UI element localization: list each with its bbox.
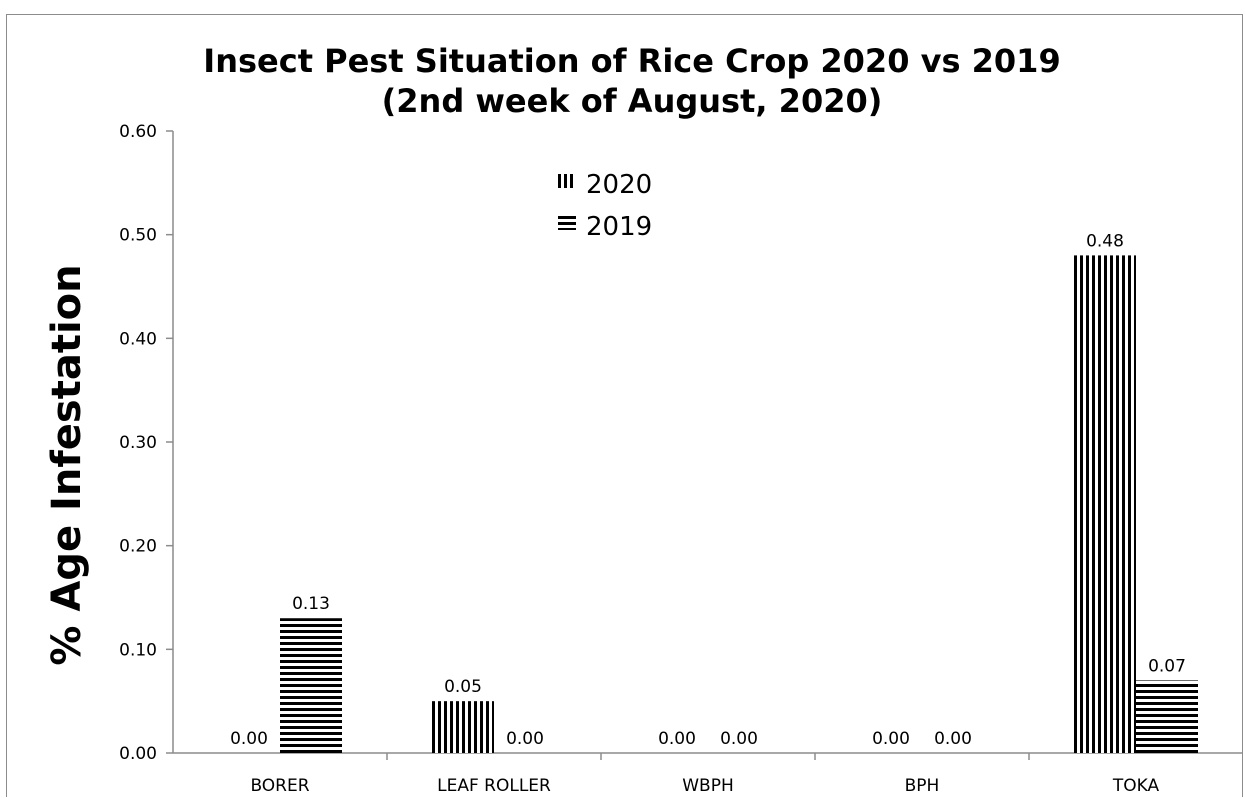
bars: 0.00 0.13 0.05 0.00 0.00 0.00 0.00 0.00 0.48 0.07 [230, 231, 1198, 753]
y-axis-label: % Age Infestation [44, 264, 90, 665]
chart-subtitle: (2nd week of August, 2020) [382, 82, 883, 120]
data-label: 0.13 [292, 594, 330, 614]
chart-frame [6, 14, 1243, 797]
legend-label-2019: 2019 [586, 212, 652, 242]
x-tick-label: LEAF ROLLER [437, 776, 551, 796]
legend-label-2020: 2020 [586, 170, 652, 200]
data-label: 0.00 [720, 729, 758, 749]
y-tick-label: 0.40 [119, 329, 157, 349]
data-label: 0.00 [658, 729, 696, 749]
data-label: 0.00 [934, 729, 972, 749]
bar-2019 [280, 618, 342, 753]
data-label: 0.07 [1148, 656, 1186, 676]
chart-title: Insect Pest Situation of Rice Crop 2020 … [203, 42, 1060, 80]
y-tick-label: 0.10 [119, 640, 157, 660]
bar-2019 [1136, 680, 1198, 753]
data-label: 0.00 [872, 729, 910, 749]
legend: 2020 2019 [558, 170, 652, 242]
x-tick-label: TOKA [1112, 776, 1160, 796]
data-label: 0.05 [444, 677, 482, 697]
legend-swatch-2019 [558, 216, 576, 230]
bar-2020 [1074, 255, 1136, 753]
data-label: 0.48 [1086, 231, 1124, 251]
y-tick-label: 0.50 [119, 226, 157, 246]
x-tick-label: BORER [250, 776, 309, 796]
y-tick-label: 0.20 [119, 537, 157, 557]
y-tick-label: 0.30 [119, 433, 157, 453]
x-tick-label: WBPH [682, 776, 734, 796]
bar-2020 [432, 701, 494, 753]
x-tick-label: BPH [905, 776, 940, 796]
data-label: 0.00 [230, 729, 268, 749]
y-tick-label: 0.60 [119, 122, 157, 142]
axes: 0.00 0.10 0.20 0.30 0.40 0.50 0.60 BORER LEAF RO… [119, 122, 1243, 796]
y-tick-label: 0.00 [119, 744, 157, 764]
data-label: 0.00 [506, 729, 544, 749]
legend-swatch-2020 [558, 174, 576, 188]
